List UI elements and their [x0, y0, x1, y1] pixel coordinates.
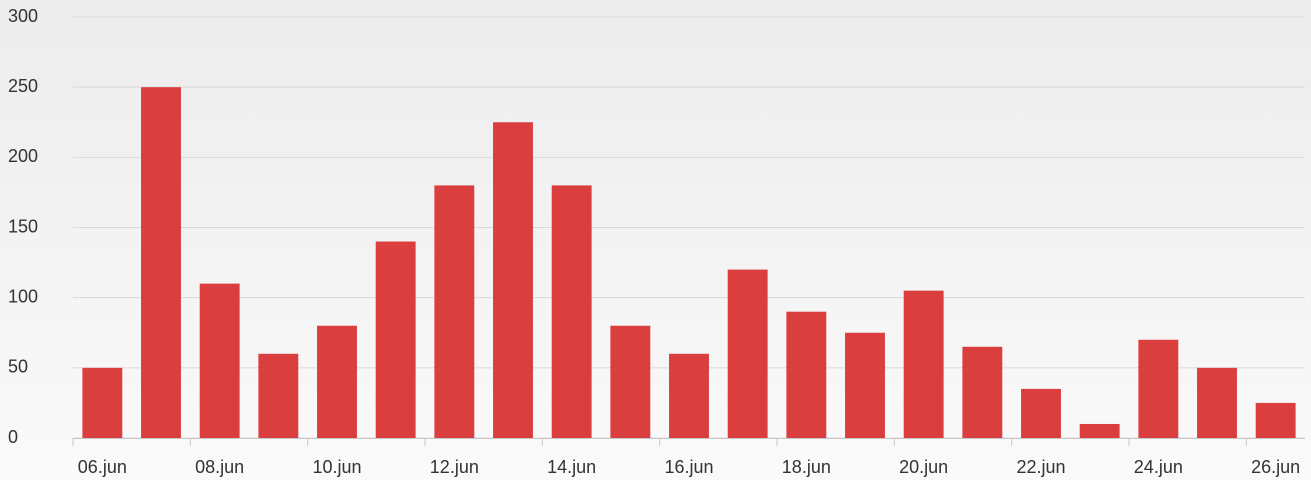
x-tick-label: 20.jun [899, 457, 948, 477]
bar [82, 367, 123, 438]
bar [317, 325, 357, 438]
x-tick-label: 16.jun [664, 457, 713, 477]
bar [434, 185, 475, 438]
bar [669, 353, 709, 438]
bar [1255, 402, 1296, 438]
bar [141, 87, 181, 439]
x-tick-label: 12.jun [430, 457, 479, 477]
bar [258, 353, 299, 438]
bar [962, 346, 1003, 438]
bar [1079, 423, 1120, 438]
y-tick-label: 300 [8, 6, 38, 26]
bar [727, 269, 768, 438]
x-tick-label: 14.jun [547, 457, 596, 477]
y-tick-label: 50 [8, 357, 28, 377]
y-tick-label: 150 [8, 216, 38, 236]
bar [375, 241, 416, 438]
bar [1021, 388, 1061, 438]
x-tick-label: 10.jun [312, 457, 361, 477]
y-tick-label: 0 [8, 427, 18, 447]
bar [199, 283, 240, 438]
bar [493, 122, 533, 438]
x-tick-label: 24.jun [1134, 457, 1183, 477]
bar [1138, 339, 1179, 438]
x-tick-label: 18.jun [782, 457, 831, 477]
bar [1197, 367, 1237, 438]
bar [610, 325, 651, 438]
x-tick-label: 06.jun [78, 457, 127, 477]
x-tick-label: 22.jun [1016, 457, 1065, 477]
y-tick-label: 200 [8, 146, 38, 166]
bar [903, 290, 944, 438]
bar [786, 311, 827, 438]
bar [551, 185, 592, 438]
x-tick-label: 08.jun [195, 457, 244, 477]
bar [845, 332, 885, 438]
y-tick-label: 100 [8, 286, 38, 306]
x-tick-label: 26.jun [1251, 457, 1300, 477]
y-tick-label: 250 [8, 76, 38, 96]
